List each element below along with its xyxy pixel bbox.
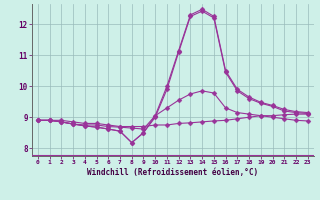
X-axis label: Windchill (Refroidissement éolien,°C): Windchill (Refroidissement éolien,°C) [87, 168, 258, 177]
